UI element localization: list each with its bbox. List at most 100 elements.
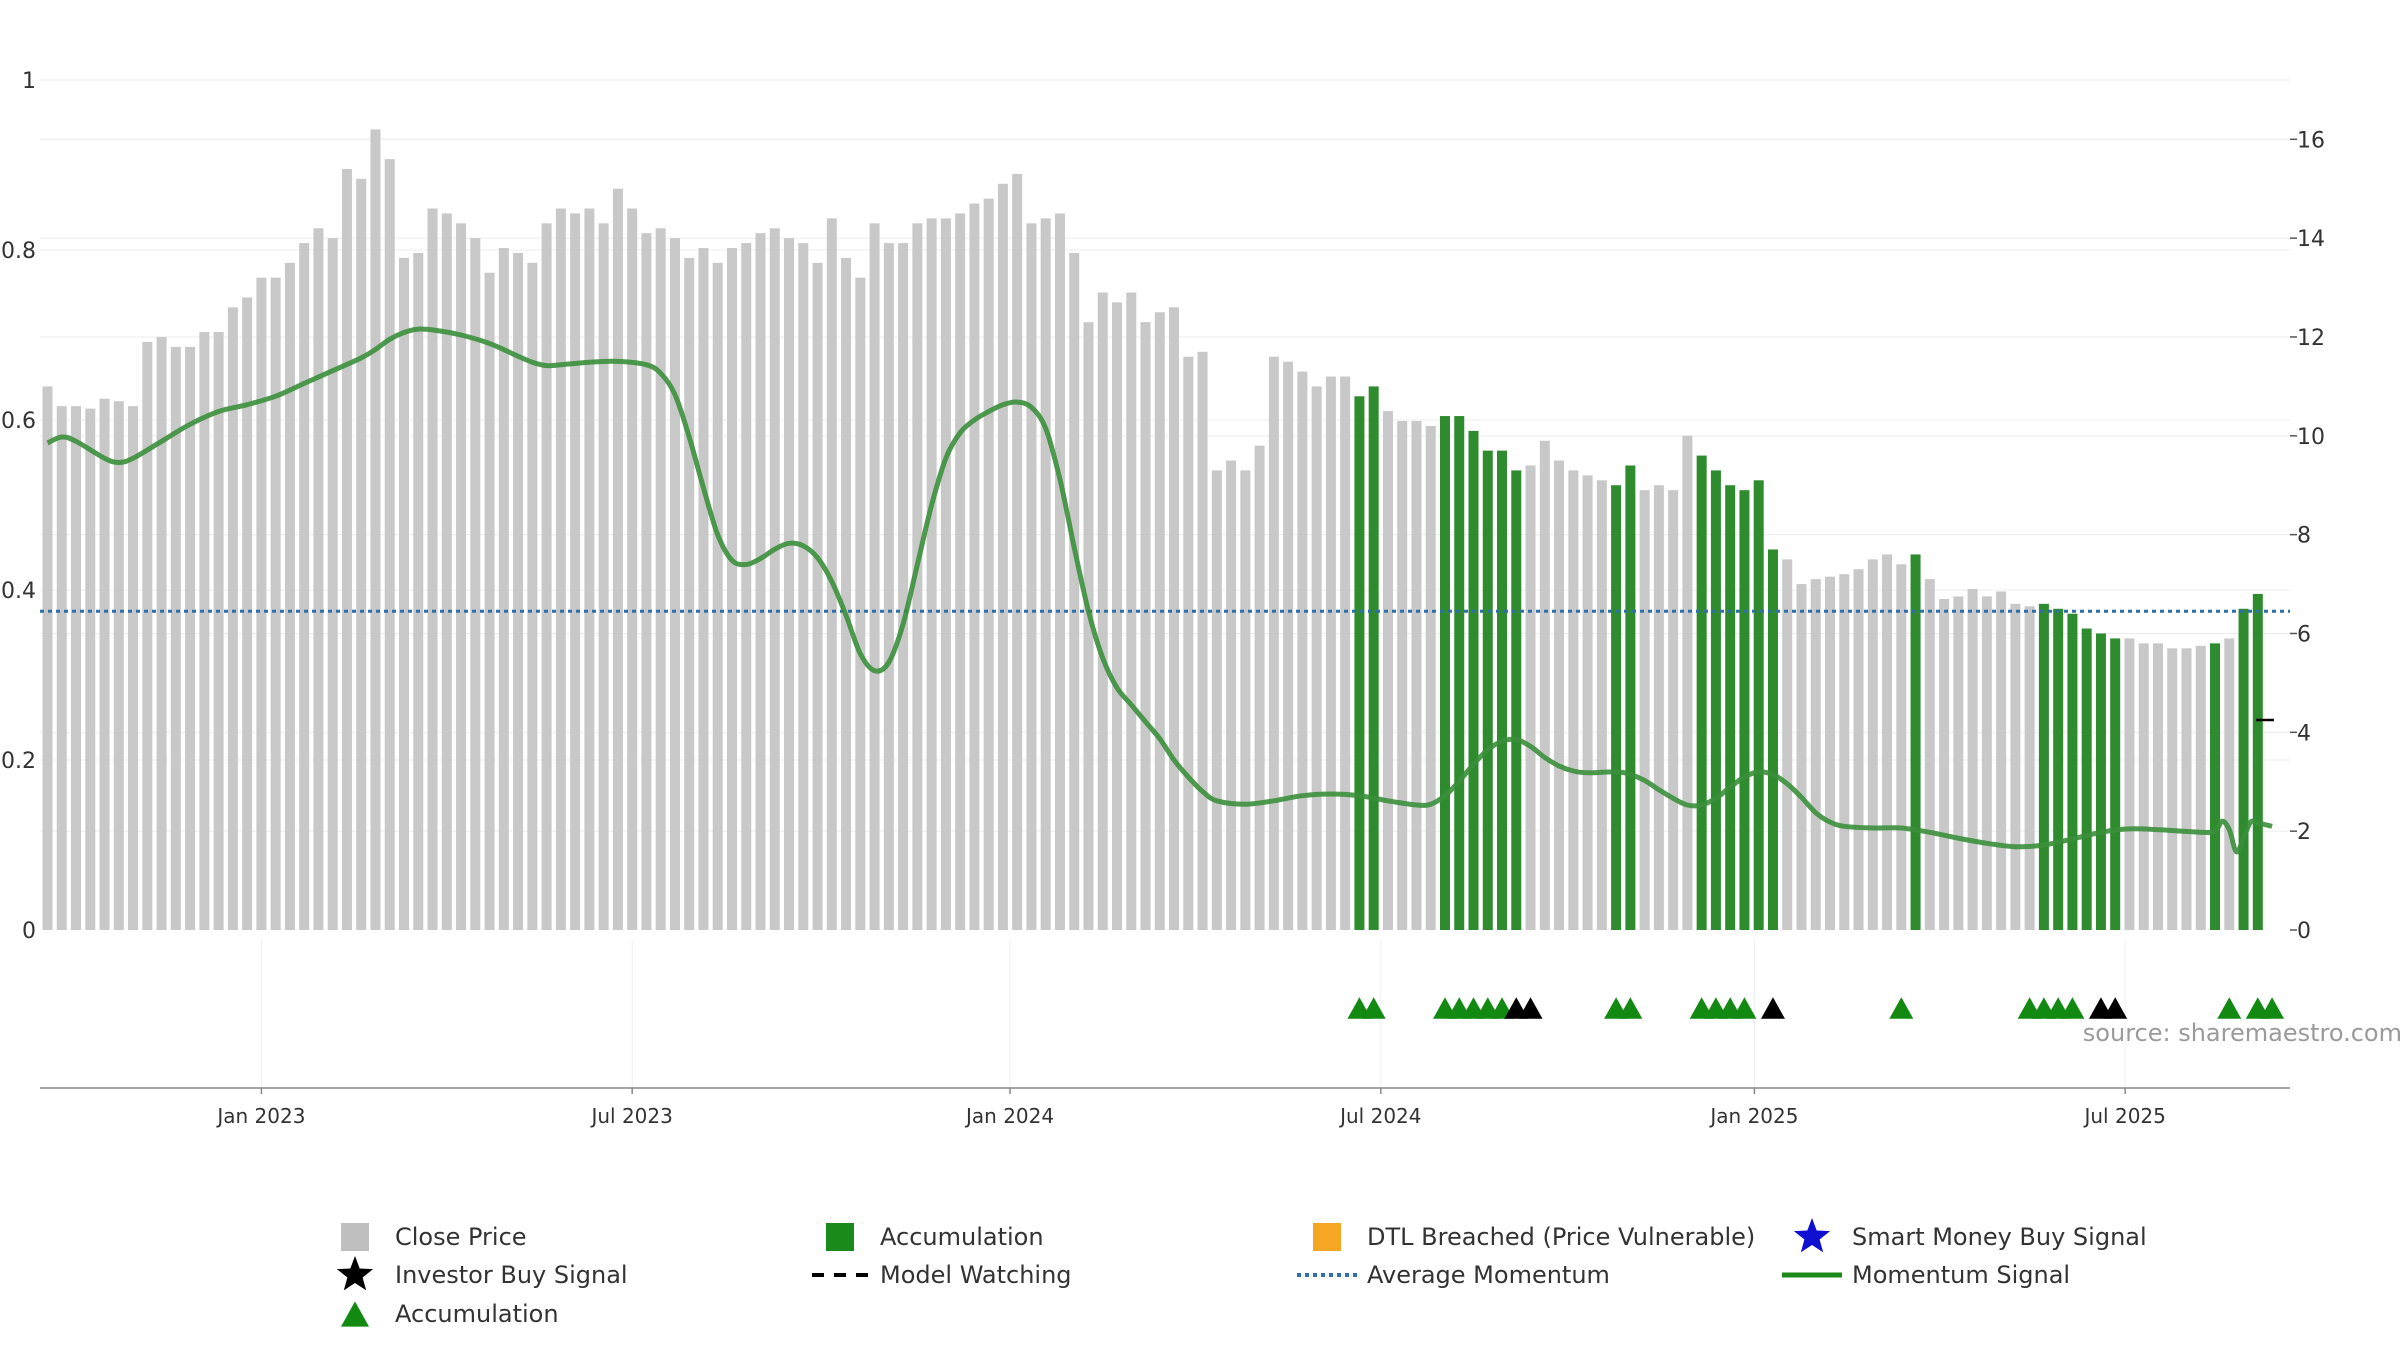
price-bar: [755, 233, 766, 930]
accumulation-bar: [2067, 613, 2078, 930]
price-bar: [1825, 576, 1835, 930]
price-bar: [684, 257, 695, 930]
price-bar: [2010, 603, 2021, 930]
price-bar: [769, 228, 780, 930]
price-bar: [256, 277, 267, 930]
price-bar: [784, 238, 795, 930]
price-bar: [1311, 386, 1322, 930]
price-bar: [441, 213, 452, 930]
x-tick-label: Jan 2024: [964, 1104, 1054, 1128]
price-bar: [1953, 596, 1964, 930]
price-bar: [555, 208, 566, 931]
accumulation-bar: [1482, 450, 1493, 930]
legend-label: Model Watching: [880, 1261, 1072, 1289]
right-tick-label: 6: [2297, 622, 2311, 647]
price-bar: [470, 238, 481, 930]
price-bar: [655, 228, 666, 930]
price-bar: [2224, 638, 2235, 930]
investor-buy-triangle: [2103, 997, 2128, 1019]
price-bar: [199, 332, 210, 930]
price-bar: [1967, 589, 1978, 930]
right-tick-label: 14: [2297, 227, 2325, 252]
accumulation-bar: [1497, 450, 1508, 930]
price-bar: [841, 257, 852, 930]
price-bar: [1226, 460, 1237, 930]
legend-symbol: [341, 1301, 369, 1327]
price-bar: [1140, 322, 1151, 930]
legend-label: Average Momentum: [1367, 1261, 1610, 1289]
price-bar: [1169, 307, 1180, 931]
price-bar: [627, 208, 638, 931]
price-bar: [142, 341, 153, 930]
legend-label: Smart Money Buy Signal: [1852, 1223, 2147, 1251]
price-bar: [299, 243, 310, 930]
price-bar: [2167, 648, 2178, 930]
legend-symbol: [341, 1223, 369, 1251]
price-bar: [185, 346, 196, 930]
price-bar: [71, 406, 82, 930]
price-bar: [1297, 371, 1308, 930]
price-bar: [527, 262, 538, 931]
price-bar: [997, 183, 1008, 930]
legend-symbol: [336, 1256, 374, 1291]
price-bar: [855, 277, 866, 930]
legend-item: DTL Breached (Price Vulnerable): [1313, 1223, 1755, 1251]
accumulation-bar: [2053, 608, 2064, 930]
price-bar: [1896, 564, 1907, 930]
price-bar: [2138, 643, 2149, 930]
accumulation-bar: [1696, 455, 1707, 930]
accumulation-bar: [1468, 430, 1479, 930]
accumulation-bar: [1625, 465, 1636, 930]
legend-symbol: [1793, 1218, 1831, 1253]
accumulation-bar: [1454, 416, 1465, 930]
price-bar: [2195, 645, 2206, 930]
accumulation-bar: [2210, 643, 2221, 930]
signal-markers: [1347, 997, 2285, 1019]
price-bar: [1382, 411, 1393, 931]
legend-symbol: [826, 1223, 854, 1251]
left-tick-label: 1: [22, 69, 36, 94]
investor-buy-triangle: [1760, 997, 1785, 1019]
accumulation-bar: [1611, 485, 1622, 930]
price-bar: [2124, 638, 2135, 930]
price-bar: [1668, 490, 1679, 930]
accumulation-triangle: [2217, 997, 2242, 1019]
price-bar: [2152, 643, 2163, 930]
legend-label: Momentum Signal: [1852, 1261, 2070, 1289]
accumulation-bar: [1739, 490, 1750, 930]
price-bar: [99, 398, 110, 930]
price-bar: [598, 223, 609, 930]
price-bar: [1981, 596, 1992, 930]
price-bar: [798, 243, 809, 930]
price-bar: [1340, 376, 1351, 930]
price-bar: [370, 129, 381, 931]
legend: Close Price Accumulation DTL Breached (Pri…: [336, 1218, 2147, 1328]
price-bar: [1183, 356, 1194, 930]
right-tick-label: 10: [2297, 425, 2325, 450]
accumulation-bar: [1368, 386, 1379, 930]
accumulation-bar: [2095, 633, 2106, 930]
price-bar: [1397, 420, 1408, 930]
left-tick-label: 0.8: [1, 239, 36, 264]
price-bar: [113, 401, 124, 931]
left-tick-label: 0: [22, 919, 36, 944]
price-bar: [2024, 606, 2035, 930]
price-bar: [1682, 435, 1693, 930]
price-bar: [156, 336, 167, 931]
left-tick-label: 0.4: [1, 579, 36, 604]
accumulation-triangle: [1618, 997, 1643, 1019]
accumulation-triangle: [2060, 997, 2085, 1019]
price-bar: [341, 168, 352, 930]
price-bar: [883, 243, 894, 930]
legend-label: Investor Buy Signal: [395, 1261, 628, 1289]
accumulation-triangle: [1732, 997, 1757, 1019]
accumulation-triangle: [2260, 997, 2285, 1019]
right-tick-label: 0: [2297, 919, 2311, 944]
price-bar: [1568, 470, 1579, 930]
price-bar: [1211, 470, 1222, 930]
price-bar: [1996, 591, 2007, 930]
price-bar: [399, 257, 409, 930]
legend-item: Smart Money Buy Signal: [1793, 1218, 2147, 1253]
price-bar: [1796, 584, 1807, 930]
price-bar: [170, 346, 181, 930]
